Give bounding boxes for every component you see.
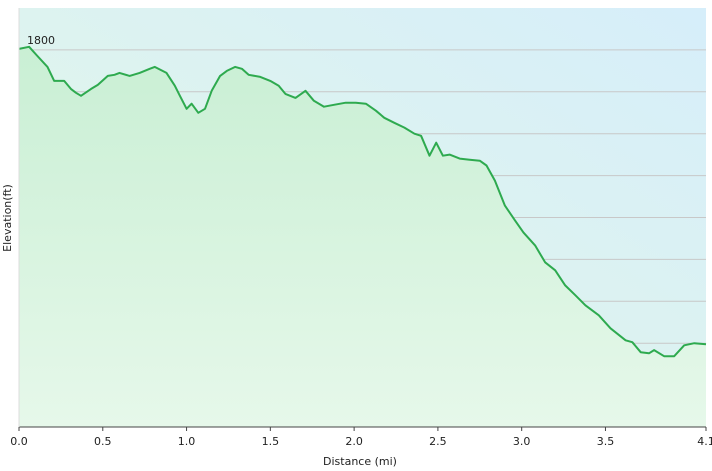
- x-tick-label: 1.5: [262, 435, 280, 448]
- y-axis-title: Elevation(ft): [1, 184, 14, 252]
- x-tick-label: 2.5: [429, 435, 447, 448]
- y-tick-label: 1800: [27, 34, 55, 47]
- x-tick-label: 0.5: [94, 435, 112, 448]
- x-axis-title: Distance (mi): [323, 455, 397, 468]
- x-tick-label: 0.0: [10, 435, 28, 448]
- x-tick-label: 2.0: [345, 435, 363, 448]
- x-tick-label: 3.0: [513, 435, 531, 448]
- area: [19, 46, 706, 428]
- elevation-line: [18, 45, 707, 358]
- x-tick-label: 3.5: [597, 435, 615, 448]
- x-tick-label: 4.1: [697, 435, 712, 448]
- x-tick-label: 1.0: [178, 435, 196, 448]
